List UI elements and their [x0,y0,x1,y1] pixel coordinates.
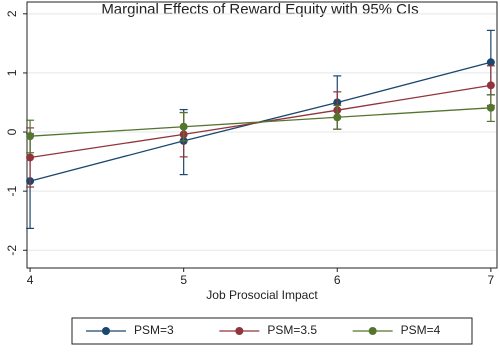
point [26,153,35,162]
y-tick-label: 2 [5,10,19,17]
legend-marker [235,327,244,335]
x-tick-label: 4 [27,273,34,287]
x-axis-title: Job Prosocial Impact [206,288,318,302]
y-tick-label: 0 [5,128,19,135]
y-tick-label: 1 [5,69,19,76]
point [486,81,495,90]
x-tick-label: 7 [488,273,495,287]
y-tick-label: -1 [5,185,19,196]
point [333,113,342,122]
legend-marker [368,327,377,335]
point [486,103,495,112]
point [179,122,188,131]
series-line [30,107,491,137]
y-tick-label: -2 [5,245,19,256]
legend-label: PSM=4 [401,323,441,337]
point [26,132,35,141]
legend-label: PSM=3 [134,323,174,337]
point [486,58,495,67]
legend-box [71,317,473,345]
legend-marker [102,327,110,335]
x-tick-label: 5 [180,273,187,287]
chart-title: Marginal Effects of Reward Equity with 9… [101,1,418,18]
x-tick-label: 6 [334,273,341,287]
plot-frame [26,1,498,269]
legend-label: PSM=3.5 [267,323,317,337]
